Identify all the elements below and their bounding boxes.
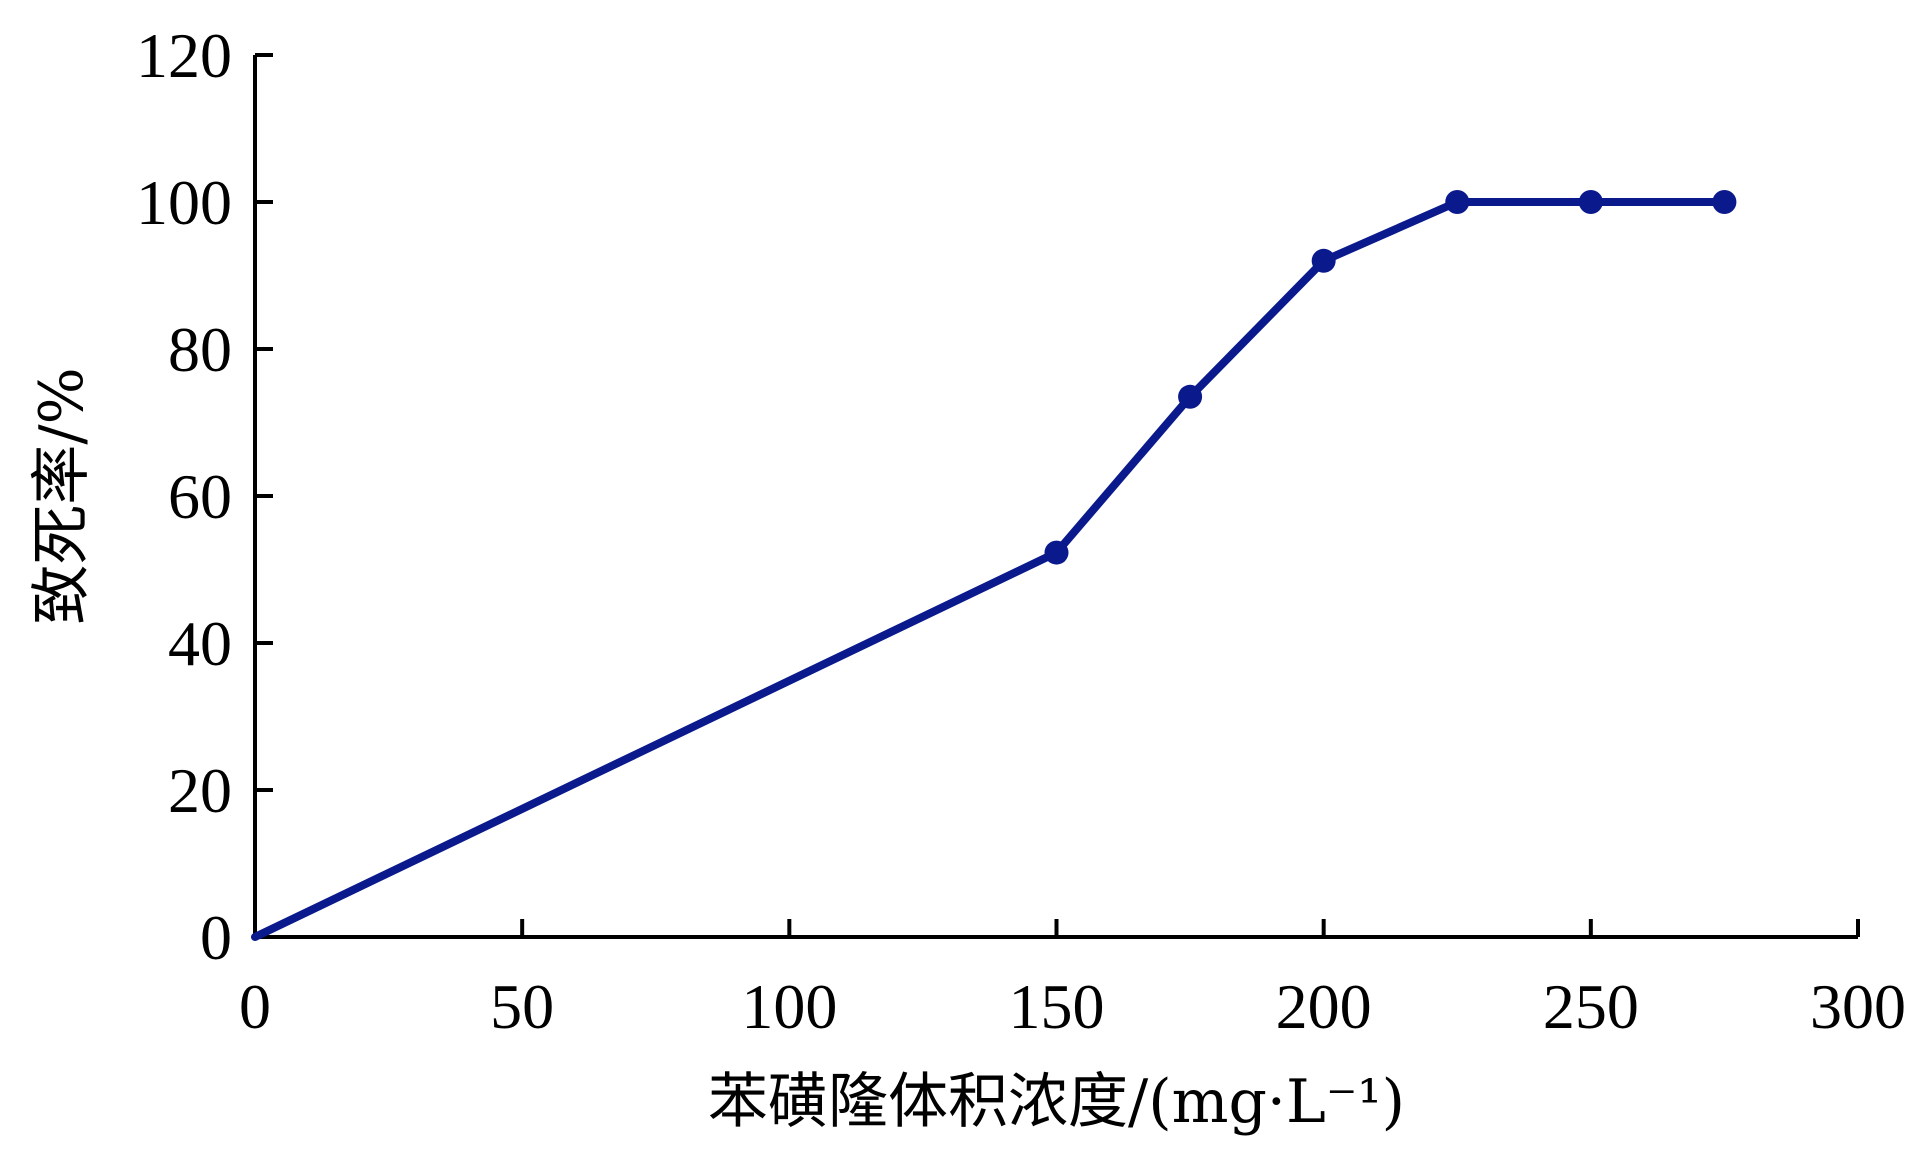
x-axis-title: 苯磺隆体积浓度/(mg·L⁻¹) [708,1067,1405,1137]
y-tick-label: 20 [168,755,232,826]
y-tick-label: 0 [200,902,232,973]
x-tick-label: 250 [1543,971,1639,1042]
x-ticks: 0 50 100 150 200 250 300 [239,919,1906,1042]
x-tick-label: 0 [239,971,271,1042]
y-ticks: 0 20 40 60 80 100 120 [136,20,273,973]
y-axis-title: 致死率/% [27,367,97,624]
y-tick-label: 80 [168,314,232,385]
series-layer [251,190,1737,941]
data-point [1578,190,1603,214]
x-tick-label: 200 [1276,971,1372,1042]
x-tick-label: 100 [741,971,837,1042]
data-point [1445,190,1470,214]
y-tick-label: 60 [168,461,232,532]
x-tick-label: 50 [490,971,554,1042]
data-point [1178,384,1203,409]
y-tick-label: 120 [136,20,232,91]
x-tick-label: 300 [1810,971,1906,1042]
y-tick-label: 100 [136,167,232,238]
axes [253,55,1858,939]
series-line [251,198,1729,941]
y-tick-label: 40 [168,608,232,679]
data-point [1044,540,1069,565]
x-tick-label: 150 [1009,971,1105,1042]
data-point [1712,190,1737,214]
data-point [1311,248,1336,273]
